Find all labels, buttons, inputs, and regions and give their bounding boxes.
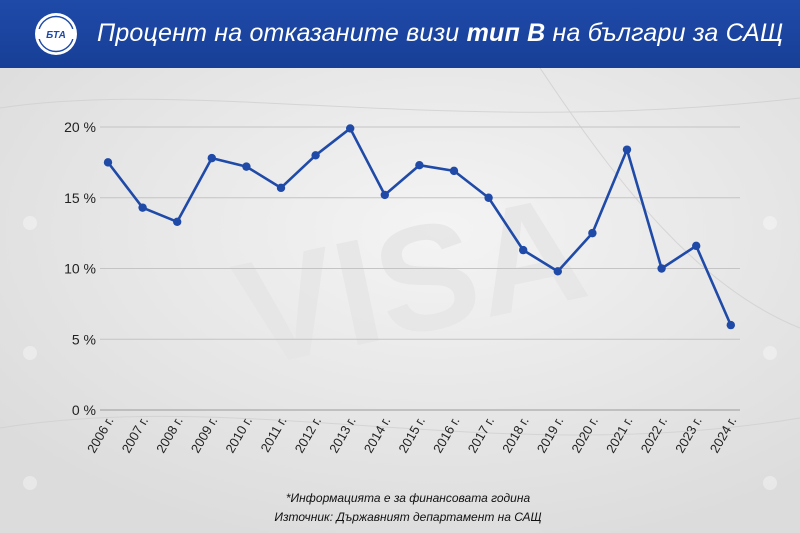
bta-logo-icon: БТА: [35, 13, 77, 55]
data-point: [276, 183, 286, 193]
title-part1: Процент на отказаните визи: [97, 19, 467, 47]
data-point: [519, 245, 528, 255]
x-tick-label: 2016 г.: [430, 414, 463, 456]
y-tick-label: 10 %: [64, 261, 96, 277]
x-tick-label: 2010 г.: [222, 414, 255, 456]
data-point: [138, 203, 147, 212]
data-point: [207, 153, 216, 163]
source-note: Източник: Държавният департамент на САЩ: [274, 510, 542, 524]
x-tick-label: 2014 г.: [361, 414, 394, 456]
series-layer: [103, 124, 735, 330]
data-point: [311, 151, 320, 160]
visa-background-art: VISA: [0, 68, 800, 533]
x-tick-label: 2008 г.: [153, 414, 186, 456]
x-axis-ticks: 2006 г. 2007 г. 2008 г. 2009 г. 2010 г. 2011 …: [84, 414, 739, 456]
title-part2: на българи за САЩ: [545, 19, 784, 47]
data-point: [657, 264, 666, 273]
x-tick-label: 2009 г.: [188, 414, 221, 456]
logo-text: БТА: [46, 30, 66, 41]
footnote: *Информацията е за финансовата година: [285, 491, 531, 505]
header-bar: БТА Процент на отказаните визи тип В на …: [0, 0, 800, 68]
series-line: [106, 127, 732, 326]
x-tick-label: 2024 г.: [707, 414, 740, 456]
data-point: [380, 190, 389, 200]
page-title: Процент на отказаните визи тип В на бълг…: [97, 19, 783, 48]
x-tick-label: 2018 г.: [499, 414, 532, 456]
x-tick-label: 2006 г.: [84, 414, 117, 456]
x-tick-label: 2007 г.: [119, 414, 152, 456]
x-tick-label: 2021 г.: [603, 414, 636, 456]
data-point: [692, 241, 701, 251]
data-point: [553, 267, 562, 276]
y-tick-label: 5 %: [72, 331, 96, 347]
data-point: [622, 145, 632, 154]
x-tick-label: 2022 г.: [638, 414, 671, 456]
y-tick-label: 20 %: [64, 119, 96, 135]
x-tick-label: 2012 г.: [292, 414, 325, 456]
y-axis-ticks: 0 % 5 % 10 % 15 % 20 %: [64, 119, 96, 418]
data-point: [346, 124, 355, 133]
data-point: [103, 158, 113, 167]
y-tick-label: 15 %: [64, 190, 96, 206]
x-tick-label: 2023 г.: [672, 414, 705, 456]
y-tick-label: 0 %: [72, 402, 96, 418]
x-tick-label: 2019 г.: [534, 414, 567, 456]
data-point: [726, 320, 735, 330]
x-tick-label: 2015 г.: [395, 414, 428, 456]
data-point: [588, 228, 597, 238]
x-tick-label: 2013 г.: [326, 414, 359, 456]
gridlines: [100, 126, 740, 411]
data-point: [484, 193, 493, 202]
x-tick-label: 2011 г.: [257, 414, 289, 455]
data-point: [173, 217, 182, 227]
data-point: [242, 162, 251, 171]
x-tick-label: 2017 г.: [465, 414, 498, 456]
data-point: [415, 161, 424, 170]
x-tick-label: 2020 г.: [568, 414, 601, 456]
title-bold: тип В: [466, 19, 546, 47]
data-point: [449, 166, 459, 176]
